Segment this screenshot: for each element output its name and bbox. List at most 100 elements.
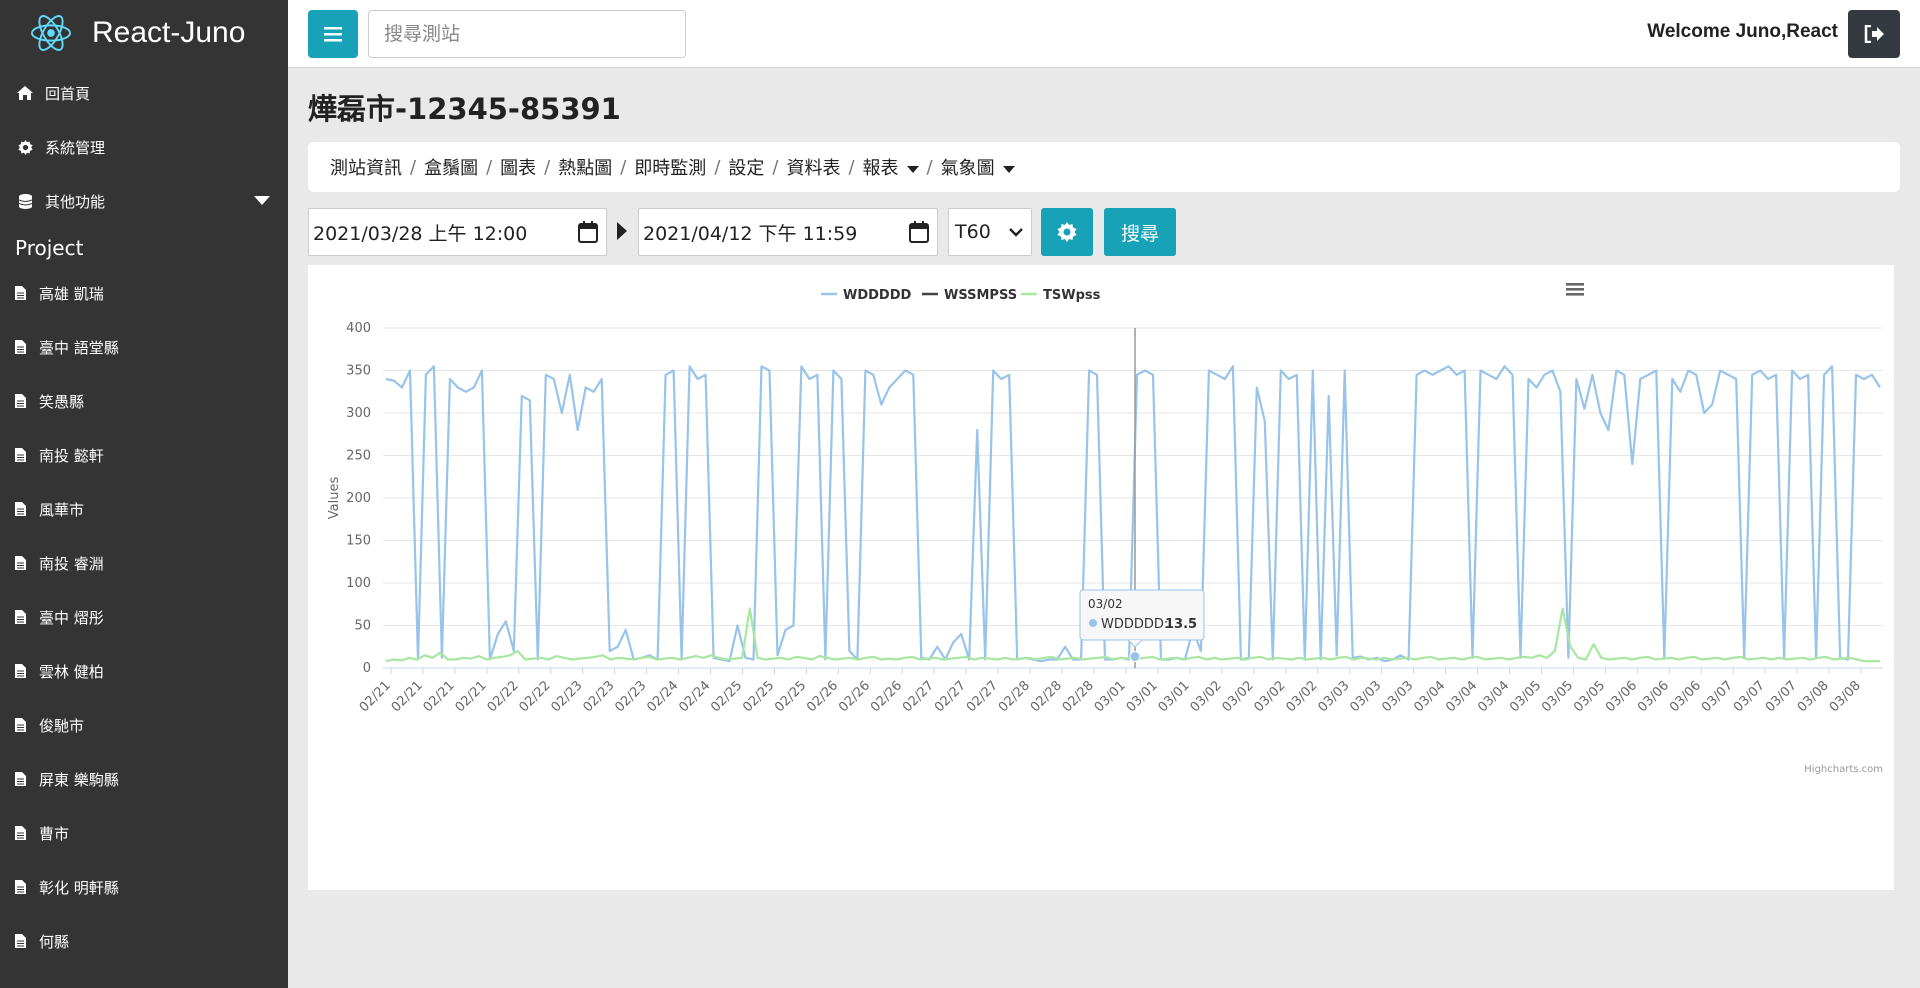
sidebar-project-label: 屏東 樂駒縣 (39, 770, 119, 789)
sidebar-project-item[interactable]: 笑愚縣 (0, 374, 288, 428)
home-icon (15, 86, 35, 100)
file-icon (15, 340, 29, 354)
breadcrumb-datatable[interactable]: 資料表 (786, 158, 841, 179)
calendar-icon[interactable] (909, 221, 929, 243)
caret-down-icon (1002, 165, 1015, 173)
sidebar-project-item[interactable]: 屏東 樂駒縣 (0, 752, 288, 806)
hover-point[interactable] (1129, 651, 1141, 663)
report-label: 報表 (862, 158, 899, 179)
breadcrumb-chart[interactable]: 圖表 (500, 158, 537, 179)
sidebar-project-label: 彰化 明軒縣 (39, 878, 119, 897)
x-tick-label: 03/03 (1347, 678, 1384, 715)
x-tick-label: 03/06 (1635, 678, 1672, 715)
search-button[interactable]: 搜尋 (1104, 208, 1176, 256)
menu-toggle-button[interactable] (308, 10, 358, 58)
x-tick-label: 03/01 (1124, 678, 1161, 715)
sidebar-project-item[interactable]: 臺中 語堂縣 (0, 320, 288, 374)
breadcrumb-station-info[interactable]: 測站資訊 (330, 158, 402, 179)
interval-select[interactable]: T60 (948, 208, 1032, 256)
file-icon (15, 718, 29, 732)
file-icon (15, 556, 29, 570)
breadcrumb-weather-dropdown[interactable]: 氣象圖 (941, 154, 1015, 180)
x-tick-label: 03/01 (1156, 678, 1193, 715)
calendar-icon[interactable] (578, 221, 598, 243)
sidebar-project-label: 南投 懿軒 (39, 446, 104, 465)
sidebar-project-label: 南投 睿淵 (39, 554, 104, 573)
y-tick-label: 250 (346, 449, 371, 464)
sidebar-project-item[interactable]: 雲林 健柏 (0, 644, 288, 698)
sidebar-project-item[interactable]: 臺中 熠彤 (0, 590, 288, 644)
legend-item-wssmpss[interactable]: WSSMPSS (944, 288, 1017, 303)
line-chart[interactable]: 050100150200250300350400Values02/2102/21… (308, 265, 1894, 890)
file-icon (15, 610, 29, 624)
sidebar-project-item[interactable]: 嘉義 博超 (0, 968, 288, 988)
station-search-input[interactable] (368, 10, 686, 58)
brand-name: React-Juno (92, 16, 246, 49)
gear-icon (1057, 222, 1077, 242)
x-tick-label: 02/21 (357, 678, 394, 715)
legend-item-tswpss[interactable]: TSWpss (1043, 288, 1101, 303)
sidebar-project-label: 臺中 熠彤 (39, 608, 104, 627)
welcome-text: Welcome Juno,React (1647, 21, 1838, 42)
sidebar-project-label: 高雄 凱瑞 (39, 284, 104, 303)
caret-right-icon (617, 222, 627, 240)
hamburger-icon (324, 27, 342, 42)
tooltip-pointer (1127, 639, 1143, 648)
x-tick-label: 03/05 (1507, 678, 1544, 715)
breadcrumb: 測站資訊 / 盒鬚圖 / 圖表 / 熱點圖 / 即時監測 / 設定 / 資料表 / 報表 / 氣… (308, 142, 1900, 192)
file-icon (15, 394, 29, 408)
breadcrumb-realtime[interactable]: 即時監測 (634, 158, 707, 179)
sidebar-item-home[interactable]: 回首頁 (0, 66, 288, 120)
file-icon (15, 664, 29, 678)
x-tick-label: 03/03 (1379, 678, 1416, 715)
interval-value: T60 (955, 221, 991, 243)
chart-menu-button[interactable] (1560, 277, 1590, 301)
end-date-value: 2021/04/12 下午 11:59 (643, 222, 858, 245)
sidebar-project-item[interactable]: 高雄 凱瑞 (0, 266, 288, 320)
sidebar-item-other[interactable]: 其他功能 (0, 174, 288, 228)
x-tick-label: 03/04 (1411, 678, 1448, 715)
sidebar-project-item[interactable]: 俊馳市 (0, 698, 288, 752)
legend-item-wddddd[interactable]: WDDDDD (843, 288, 912, 303)
end-date-input[interactable]: 2021/04/12 下午 11:59 (638, 208, 938, 256)
sidebar-project-item[interactable]: 風華市 (0, 482, 288, 536)
x-tick-label: 02/21 (421, 678, 458, 715)
sidebar-project-label: 何縣 (39, 932, 70, 951)
sidebar-project-item[interactable]: 彰化 明軒縣 (0, 860, 288, 914)
breadcrumb-boxplot[interactable]: 盒鬚圖 (424, 158, 479, 179)
sidebar-project-label: 臺中 語堂縣 (39, 338, 119, 357)
x-tick-label: 03/04 (1443, 678, 1480, 715)
breadcrumb-report-dropdown[interactable]: 報表 (863, 154, 919, 180)
x-tick-label: 02/26 (804, 678, 841, 715)
menu-icon-bar (1566, 283, 1584, 286)
sidebar-project-item[interactable]: 何縣 (0, 914, 288, 968)
file-icon (15, 448, 29, 462)
breadcrumb-heatmap[interactable]: 熱點圖 (558, 158, 613, 179)
page-title: 燁磊市-12345-85391 (308, 92, 621, 126)
brand[interactable]: React-Juno (0, 0, 288, 66)
settings-button[interactable] (1041, 208, 1093, 256)
x-tick-label: 02/25 (740, 678, 777, 715)
x-tick-label: 03/08 (1827, 678, 1864, 715)
x-tick-label: 03/02 (1283, 678, 1320, 715)
x-tick-label: 02/23 (548, 678, 585, 715)
sidebar-project-item[interactable]: 南投 睿淵 (0, 536, 288, 590)
start-date-input[interactable]: 2021/03/28 上午 12:00 (308, 208, 607, 256)
top-bar: Welcome Juno,React (288, 0, 1920, 68)
weather-label: 氣象圖 (940, 158, 995, 179)
sidebar-project-item[interactable]: 曹市 (0, 806, 288, 860)
x-tick-label: 03/05 (1571, 678, 1608, 715)
react-logo-icon (30, 15, 72, 51)
y-tick-label: 200 (346, 491, 371, 506)
logout-button[interactable] (1848, 10, 1900, 58)
x-tick-label: 02/24 (676, 678, 713, 715)
x-tick-label: 03/06 (1667, 678, 1704, 715)
sidebar-project-item[interactable]: 南投 懿軒 (0, 428, 288, 482)
breadcrumb-settings[interactable]: 設定 (728, 158, 765, 179)
sidebar-item-system[interactable]: 系統管理 (0, 120, 288, 174)
x-tick-label: 02/25 (708, 678, 745, 715)
x-tick-label: 02/21 (453, 678, 490, 715)
tooltip-value: 13.5 (1165, 617, 1197, 632)
menu-icon-bar (1566, 293, 1584, 296)
file-icon (15, 880, 29, 894)
